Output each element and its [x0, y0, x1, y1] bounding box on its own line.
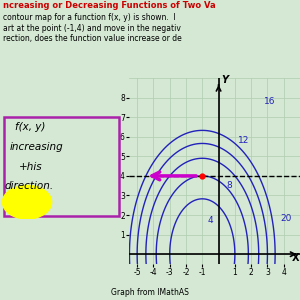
Ellipse shape [2, 185, 52, 219]
Text: 12: 12 [238, 136, 250, 145]
Text: ncreasing or Decreasing Functions of Two Va: ncreasing or Decreasing Functions of Two… [3, 2, 216, 10]
Text: rection, does the function value increase or de: rection, does the function value increas… [3, 34, 182, 43]
Text: Y: Y [221, 75, 228, 85]
Text: f(x, y): f(x, y) [15, 122, 45, 132]
Text: 8: 8 [227, 181, 233, 190]
Text: increasing: increasing [10, 142, 64, 152]
Text: direction.: direction. [5, 181, 54, 191]
Text: contour map for a function f(x, y) is shown.  I: contour map for a function f(x, y) is sh… [3, 14, 176, 22]
Text: Graph from IMathAS: Graph from IMathAS [111, 288, 189, 297]
Text: 20: 20 [280, 214, 292, 224]
Text: art at the point (-1,4) and move in the negativ: art at the point (-1,4) and move in the … [3, 24, 181, 33]
FancyBboxPatch shape [4, 117, 119, 216]
Text: 4: 4 [207, 216, 213, 225]
Text: +his: +his [18, 162, 42, 172]
Text: X: X [291, 253, 299, 263]
Text: 16: 16 [264, 97, 276, 106]
